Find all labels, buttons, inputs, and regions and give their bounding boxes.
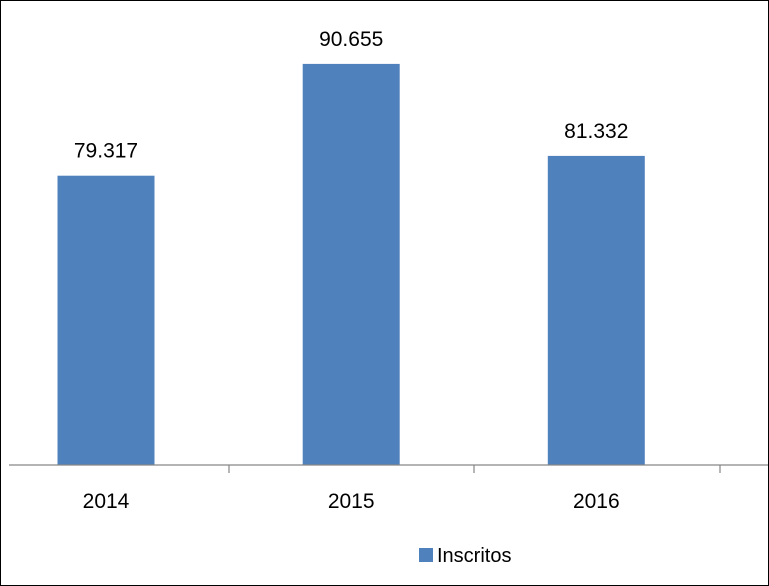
bar-2015 bbox=[302, 63, 400, 466]
bar-2014 bbox=[57, 175, 155, 465]
value-labels-group: 79.317 90.655 81.332 bbox=[74, 28, 629, 163]
bar-2016 bbox=[547, 155, 645, 465]
value-label-2014: 79.317 bbox=[74, 140, 138, 163]
legend-swatch bbox=[419, 548, 433, 562]
tick-label-2015: 2015 bbox=[328, 490, 375, 513]
tick-label-2016: 2016 bbox=[573, 490, 620, 513]
legend-label: Inscritos bbox=[437, 545, 511, 567]
x-tick-labels-group: 2014 2015 2016 bbox=[83, 490, 620, 513]
tick-label-2014: 2014 bbox=[83, 490, 130, 513]
x-axis bbox=[9, 464, 768, 473]
legend: Inscritos bbox=[419, 545, 511, 567]
value-label-2015: 90.655 bbox=[319, 28, 383, 51]
value-label-2016: 81.332 bbox=[564, 120, 628, 143]
bars-group bbox=[57, 63, 645, 466]
